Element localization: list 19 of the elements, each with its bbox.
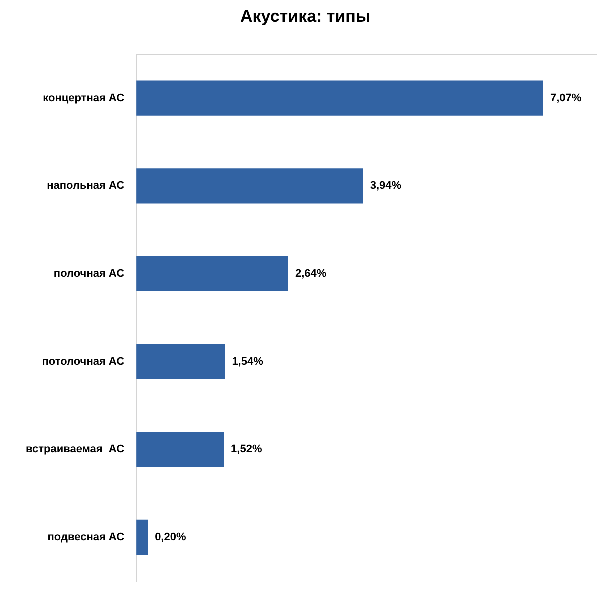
- bar: [136, 256, 288, 292]
- data-label: 0,20%: [155, 532, 186, 544]
- bar: [136, 168, 364, 204]
- data-label: 2,64%: [296, 268, 327, 280]
- data-label: 3,94%: [370, 180, 402, 192]
- bar: [136, 432, 224, 468]
- bar: [136, 520, 148, 556]
- y-tick-label: потолочная АС: [42, 356, 125, 368]
- bar: [136, 80, 544, 116]
- y-tick-label: полочная АС: [54, 268, 125, 280]
- bar: [136, 344, 226, 380]
- data-label: 1,52%: [231, 444, 262, 456]
- data-label: 7,07%: [550, 92, 582, 104]
- y-tick-label: встраиваемая АС: [26, 444, 125, 456]
- data-label: 1,54%: [232, 356, 264, 368]
- y-tick-label: концертная АС: [43, 92, 125, 104]
- chart-title: Акустика: типы: [240, 6, 370, 26]
- y-tick-label: подвесная АС: [48, 532, 125, 544]
- y-tick-label: напольная АС: [47, 180, 125, 192]
